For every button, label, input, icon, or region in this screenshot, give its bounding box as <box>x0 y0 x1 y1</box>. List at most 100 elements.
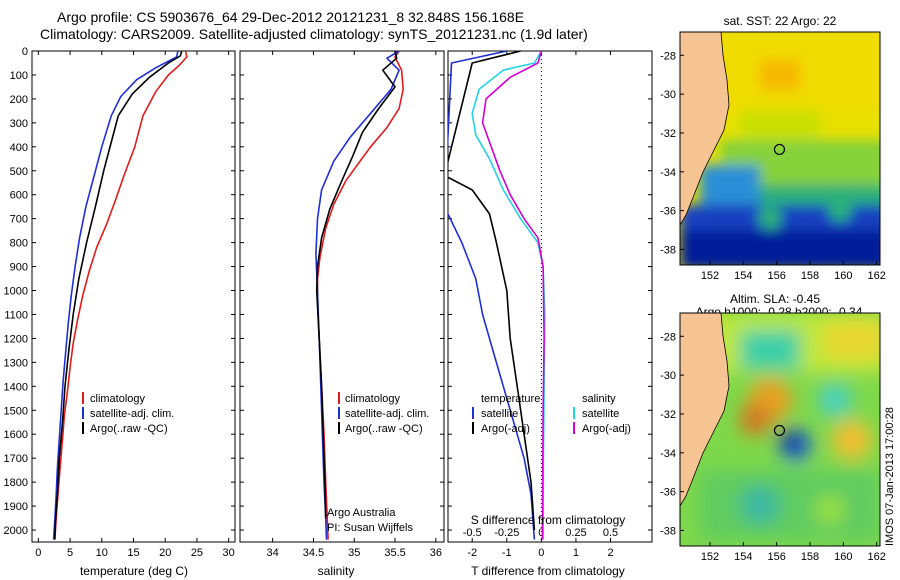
depth-tick-label: 1300 <box>4 357 28 369</box>
depth-tick-label: 100 <box>10 70 28 82</box>
argo-position-marker-sla <box>773 424 786 437</box>
map-lat-label: -28 <box>660 331 676 343</box>
map-lon-label: 156 <box>767 270 785 282</box>
legend-climatology: climatology <box>90 393 146 405</box>
map-lon-label: 158 <box>801 270 819 282</box>
x-tick-label: 35 <box>348 547 360 559</box>
depth-tick-label: 700 <box>10 214 28 226</box>
x-tick-label: 35.5 <box>384 547 405 559</box>
land-australia <box>680 313 729 506</box>
legend-satellite: satellite-adj. clim. <box>345 408 429 420</box>
map-lon-label: 162 <box>867 270 885 282</box>
legend-argo: Argo(..raw -QC) <box>345 423 423 435</box>
difference-lines <box>448 51 546 540</box>
series-line-argo-raw-qc- <box>54 51 183 540</box>
x-tick-label: 34 <box>267 547 279 559</box>
sla-map-frame <box>679 312 881 547</box>
map-lon-label: 152 <box>701 551 719 563</box>
legend-t-satellite: satellite <box>481 408 518 420</box>
depth-tick-label: 1500 <box>4 405 28 417</box>
x2-tick-label: -0.5 <box>463 527 482 539</box>
x2-tick-label: -0.25 <box>494 527 519 539</box>
temperature-axis-ticks: 0 5 10 15 20 25 30 <box>35 51 235 559</box>
depth-tick-label: 1200 <box>4 333 28 345</box>
difference-xlabel: T difference from climatology <box>471 564 625 578</box>
depth-tick-label: 300 <box>10 118 28 130</box>
annotation-pi: PI: Susan Wijffels <box>327 522 413 534</box>
series-line-satellite-adj-clim- <box>52 51 179 540</box>
series-line-t-satellite <box>448 51 536 540</box>
argo-position-marker-sst <box>773 143 786 156</box>
x2-tick-label: 0.5 <box>603 527 618 539</box>
depth-tick-label: 1100 <box>4 309 28 321</box>
difference-panel-frame <box>447 50 653 543</box>
map-lon-label: 152 <box>701 270 719 282</box>
map-lat-label: -28 <box>660 50 676 62</box>
map-lat-label: -34 <box>660 448 676 460</box>
legend-argo: Argo(..raw -QC) <box>90 423 168 435</box>
temperature-panel-frame <box>31 50 236 543</box>
x2-tick-label: 0.25 <box>565 527 586 539</box>
map-lon-label: 154 <box>734 270 752 282</box>
series-line-argo-raw-qc- <box>315 51 398 519</box>
depth-tick-label: 0 <box>22 46 28 58</box>
difference-legend: temperature salinity satellite Argo(-adj… <box>472 393 631 435</box>
x-tick-label: 25 <box>191 547 203 559</box>
legend-s-argo: Argo(-adj) <box>582 423 631 435</box>
sst-map-title: sat. SST: 22 Argo: 22 <box>724 14 837 28</box>
series-line-s-argo-adj- <box>481 51 545 540</box>
salinity-xlabel: salinity <box>318 564 355 578</box>
imos-timestamp: IMOS 07-Jan-2013 17:00:28 <box>884 407 896 546</box>
x-tick-label: 36 <box>430 547 442 559</box>
depth-tick-label: 1900 <box>4 501 28 513</box>
map-lon-label: 160 <box>834 551 852 563</box>
legend-header-salinity: salinity <box>582 393 616 405</box>
x-tick-label: 34.5 <box>303 547 324 559</box>
depth-tick-label: 1600 <box>4 429 28 441</box>
salinity-axis-ticks: 34 34.5 35 35.5 36 <box>267 51 442 559</box>
map-lon-label: 162 <box>867 551 885 563</box>
series-line-satellite-adj-clim- <box>315 51 400 540</box>
map-lat-label: -36 <box>660 206 676 218</box>
legend-climatology: climatology <box>345 393 401 405</box>
title-line-1: Argo profile: CS 5903676_64 29-Dec-2012 … <box>57 9 524 25</box>
series-line-climatology <box>54 51 188 540</box>
map-lon-label: 154 <box>734 551 752 563</box>
map-lat-label: -38 <box>660 525 676 537</box>
sla-map-ticks: 152 154 156 158 160 162 -28 -30 -32 -34 -36 -38 <box>660 331 886 563</box>
depth-tick-label: 1000 <box>4 286 28 298</box>
map-lon-label: 158 <box>801 551 819 563</box>
map-lat-label: -36 <box>660 487 676 499</box>
series-line-t-argo-adj- <box>448 51 536 531</box>
depth-tick-label: 500 <box>10 166 28 178</box>
map-lat-label: -32 <box>660 128 676 140</box>
map-lat-label: -30 <box>660 89 676 101</box>
map-lat-label: -30 <box>660 370 676 382</box>
salinity-legend: climatology satellite-adj. clim. Argo(..… <box>338 392 429 435</box>
depth-tick-label: 200 <box>10 94 28 106</box>
depth-tick-label: 1400 <box>4 381 28 393</box>
annotation-argo-australia: Argo Australia <box>327 507 396 519</box>
map-lon-label: 160 <box>834 270 852 282</box>
difference-axis-ticks: -2 -1 0 1 2 -0.5 -0.25 0 0.25 0.5 <box>463 51 618 559</box>
land-australia <box>680 32 729 225</box>
sla-map <box>680 313 880 546</box>
difference-x2label: S difference from climatology <box>471 513 626 527</box>
sst-map <box>680 32 880 265</box>
legend-s-satellite: satellite <box>582 408 619 420</box>
depth-tick-label: 400 <box>10 142 28 154</box>
depth-tick-label: 900 <box>10 262 28 274</box>
map-lon-label: 156 <box>767 551 785 563</box>
x2-tick-label: 0 <box>538 527 544 539</box>
map-lat-label: -32 <box>660 409 676 421</box>
temperature-lines <box>52 51 188 540</box>
x-tick-label: 0 <box>538 547 544 559</box>
temperature-xlabel: temperature (deg C) <box>80 564 188 578</box>
x-tick-label: -1 <box>502 547 512 559</box>
legend-t-argo: Argo(-adj) <box>481 423 530 435</box>
x-tick-label: 1 <box>573 547 579 559</box>
depth-tick-label: 1800 <box>4 477 28 489</box>
map-lat-label: -38 <box>660 244 676 256</box>
x-tick-label: 20 <box>159 547 171 559</box>
